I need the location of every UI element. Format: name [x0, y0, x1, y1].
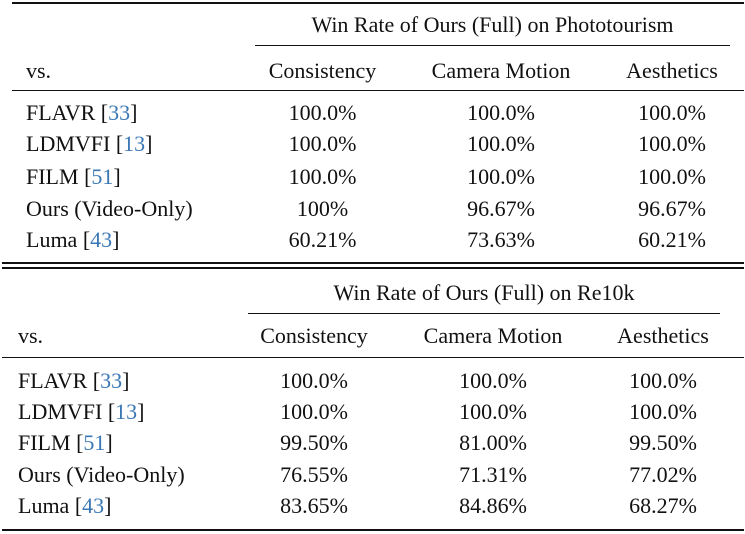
- value-cell: 100%: [296, 196, 349, 221]
- value-cell: 100.0%: [638, 100, 706, 125]
- value-cell: 99.50%: [629, 430, 697, 455]
- method-cell: Luma [43]: [26, 227, 120, 252]
- method-cell: Ours (Video-Only): [26, 196, 193, 222]
- group-header-rule: [248, 313, 720, 314]
- method-name: Ours (Video-Only): [26, 196, 193, 221]
- value-cell: 100.0%: [280, 368, 348, 393]
- method-cell: Luma [43]: [18, 493, 112, 518]
- value-cell: 100.0%: [638, 131, 706, 156]
- method-name: Luma: [18, 493, 70, 518]
- value-cell: 100.0%: [467, 131, 535, 156]
- column-header-camera-motion: Camera Motion: [431, 58, 571, 83]
- value-cell: 96.67%: [467, 196, 535, 221]
- method-cell: FLAVR [33]: [26, 100, 138, 125]
- citation-link[interactable]: 43: [82, 493, 105, 518]
- group-header: Win Rate of Ours (Full) on Phototourism: [311, 12, 674, 37]
- method-name: FLAVR: [26, 100, 96, 125]
- value-cell: 60.21%: [638, 227, 706, 252]
- method-name: Luma: [26, 227, 78, 252]
- value-cell: 100.0%: [638, 164, 706, 189]
- method-name: Ours (Video-Only): [18, 462, 185, 487]
- method-cell: LDMVFI [13]: [26, 131, 153, 156]
- value-cell: 100.0%: [288, 100, 357, 125]
- column-header-consistency: Consistency: [268, 58, 377, 83]
- bottom-rule: [2, 262, 744, 264]
- column-header-consistency: Consistency: [260, 323, 368, 348]
- table-phototourism: Win Rate of Ours (Full) on Phototourism …: [0, 0, 745, 265]
- value-cell: 96.67%: [638, 196, 706, 221]
- method-name: LDMVFI: [26, 131, 111, 156]
- method-cell: LDMVFI [13]: [18, 399, 145, 424]
- column-header-aesthetics: Aesthetics: [617, 323, 709, 348]
- value-cell: 81.00%: [459, 430, 527, 455]
- value-cell: 71.31%: [459, 462, 527, 487]
- method-name: LDMVFI: [18, 399, 103, 424]
- value-cell: 100.0%: [629, 399, 697, 424]
- citation-link[interactable]: 51: [91, 164, 114, 189]
- citation-link[interactable]: 43: [90, 227, 113, 252]
- header-rule: [12, 90, 744, 91]
- citation-link[interactable]: 13: [115, 399, 138, 424]
- method-cell: Ours (Video-Only): [18, 462, 185, 488]
- header-rule: [2, 357, 744, 358]
- citation-link[interactable]: 13: [123, 131, 146, 156]
- value-cell: 100.0%: [629, 368, 697, 393]
- citation-link[interactable]: 33: [100, 368, 123, 393]
- method-name: FILM: [26, 164, 79, 189]
- value-cell: 100.0%: [467, 164, 535, 189]
- column-header-camera-motion: Camera Motion: [423, 323, 563, 348]
- value-cell: 100.0%: [280, 399, 348, 424]
- column-header-aesthetics: Aesthetics: [626, 58, 718, 83]
- method-cell: FLAVR [33]: [18, 368, 130, 393]
- value-cell: 100.0%: [459, 368, 527, 393]
- value-cell: 60.21%: [288, 227, 357, 252]
- method-cell: FILM [51]: [18, 430, 113, 455]
- group-header-rule: [255, 45, 730, 46]
- method-cell: FILM [51]: [26, 164, 121, 189]
- value-cell: 73.63%: [467, 227, 535, 252]
- column-header-vs: vs.: [18, 323, 44, 348]
- value-cell: 76.55%: [280, 462, 348, 487]
- bottom-rule: [2, 529, 744, 531]
- value-cell: 68.27%: [629, 493, 697, 518]
- value-cell: 99.50%: [280, 430, 348, 455]
- value-cell: 84.86%: [459, 493, 527, 518]
- value-cell: 100.0%: [288, 131, 357, 156]
- value-cell: 100.0%: [467, 100, 535, 125]
- value-cell: 100.0%: [288, 164, 357, 189]
- value-cell: 100.0%: [459, 399, 527, 424]
- column-header-vs: vs.: [26, 58, 52, 83]
- table-separator-rule: [2, 267, 744, 269]
- citation-link[interactable]: 51: [83, 430, 106, 455]
- citation-link[interactable]: 33: [108, 100, 131, 125]
- method-name: FLAVR: [18, 368, 88, 393]
- value-cell: 83.65%: [280, 493, 348, 518]
- value-cell: 77.02%: [629, 462, 697, 487]
- group-header: Win Rate of Ours (Full) on Re10k: [333, 280, 635, 305]
- top-rule: [12, 2, 744, 4]
- method-name: FILM: [18, 430, 71, 455]
